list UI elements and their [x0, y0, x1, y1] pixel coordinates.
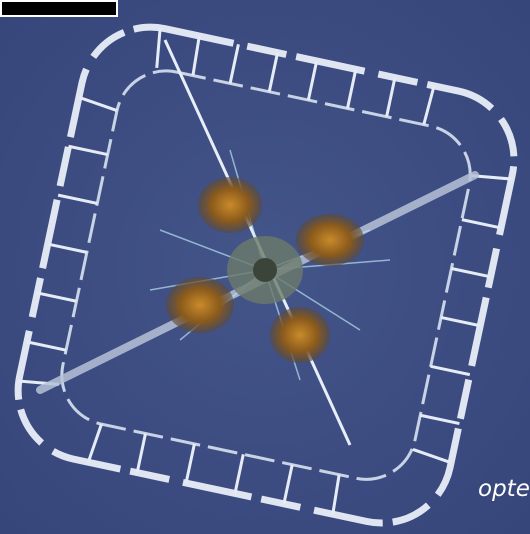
- outer-frame: [14, 23, 518, 527]
- central-body: [166, 177, 364, 363]
- label-box: [0, 0, 118, 17]
- caption: optera: [478, 476, 530, 502]
